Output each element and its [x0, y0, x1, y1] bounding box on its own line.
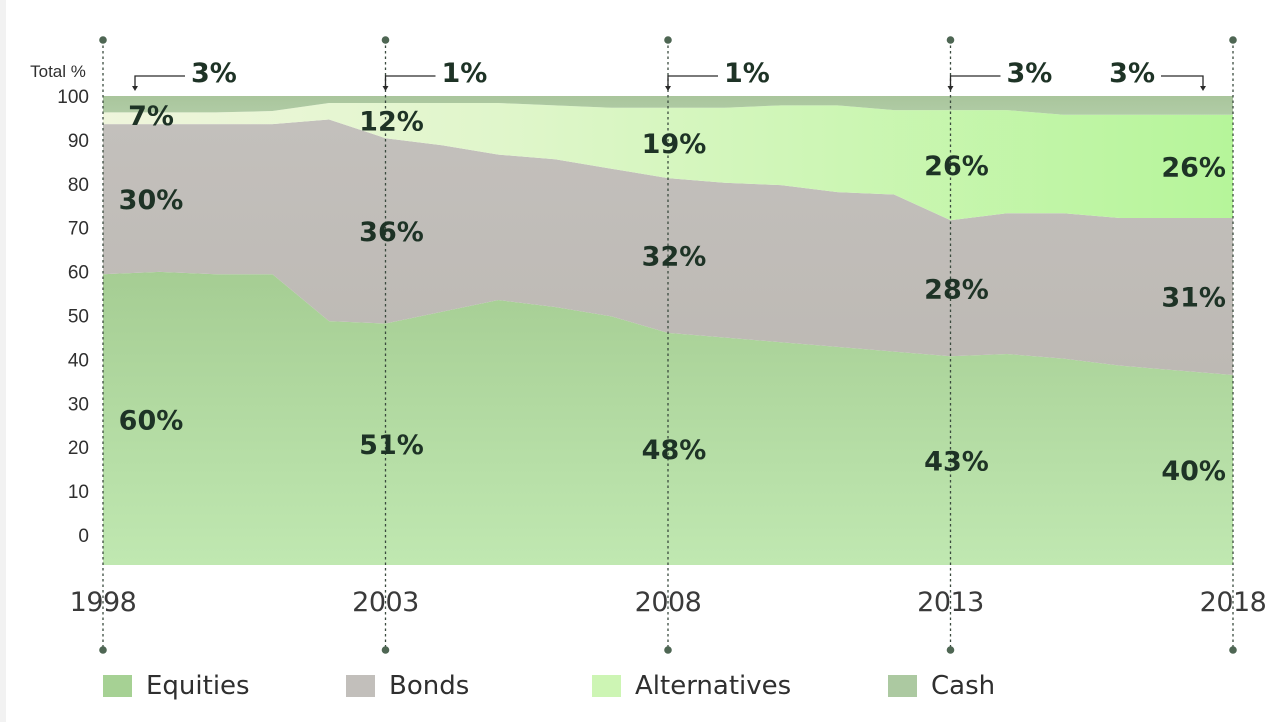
y-tick-90: 90: [68, 131, 89, 152]
label-equities-1998: 60%: [119, 406, 184, 437]
year-dot-top-1998: [99, 36, 107, 44]
legend-label-equities: Equities: [146, 671, 250, 701]
y-tick-10: 10: [68, 482, 89, 503]
year-marker-lines: [99, 36, 1237, 654]
year-dot-bottom-2018: [1229, 646, 1237, 654]
label-bonds-2013: 28%: [924, 274, 989, 305]
year-dot-bottom-2003: [381, 646, 390, 654]
y-tick-100: 100: [57, 87, 89, 108]
label-bonds-1998: 30%: [119, 185, 184, 216]
y-tick-60: 60: [68, 263, 89, 284]
cash-callout-line-2018: [1161, 75, 1204, 88]
segment-labels: 60% 30% 7% 51% 36% 12% 48% 32% 19% 43% 28% 26% 40% 31…: [119, 101, 1226, 487]
cash-callout-arrow-2003: [382, 86, 389, 91]
label-alternatives-2013: 26%: [924, 151, 989, 182]
y-axis-label: Total %: [30, 62, 86, 81]
legend-label-alternatives: Alternatives: [635, 671, 792, 701]
legend-item-alternatives: Alternatives: [592, 664, 791, 708]
label-bonds-2018: 31%: [1161, 283, 1226, 314]
year-dot-bottom-2013: [946, 646, 955, 654]
label-equities-2013: 43%: [924, 447, 989, 478]
legend-item-bonds: Bonds: [346, 664, 469, 708]
year-dot-top-2013: [946, 36, 955, 44]
label-equities-2008: 48%: [642, 435, 707, 466]
legend: Equities Bonds Alternatives Cash: [0, 664, 1280, 708]
year-dot-bottom-1998: [99, 646, 107, 654]
year-dot-top-2018: [1229, 36, 1237, 44]
cash-callout-line-2003: [384, 75, 436, 88]
cash-callouts: 3% 1% 1% 3% 3%: [132, 58, 1206, 91]
y-tick-40: 40: [68, 350, 89, 371]
legend-swatch-alternatives: [592, 675, 621, 697]
year-dot-top-2003: [381, 36, 390, 44]
left-edge-strip: [0, 0, 6, 722]
label-cash-2003: 1%: [442, 58, 488, 89]
legend-swatch-bonds: [346, 675, 375, 697]
year-dot-top-2008: [664, 36, 672, 44]
label-bonds-2003: 36%: [359, 217, 424, 248]
label-alternatives-2003: 12%: [359, 107, 424, 138]
chart-areas: [103, 96, 1233, 565]
y-tick-30: 30: [68, 394, 89, 415]
label-cash-2013: 3%: [1007, 58, 1053, 89]
year-dot-bottom-2008: [664, 646, 672, 654]
legend-label-bonds: Bonds: [389, 671, 470, 701]
y-tick-80: 80: [68, 175, 89, 196]
label-equities-2003: 51%: [359, 430, 424, 461]
label-cash-2018: 3%: [1109, 58, 1155, 89]
y-tick-0: 0: [78, 526, 89, 547]
y-tick-20: 20: [68, 438, 89, 459]
x-tick-2018: 2018: [1200, 587, 1267, 618]
legend-item-equities: Equities: [103, 664, 250, 708]
x-tick-2013: 2013: [917, 587, 984, 618]
label-alternatives-2008: 19%: [642, 129, 707, 160]
x-tick-2008: 2008: [635, 587, 702, 618]
cash-callout-arrow-2008: [665, 86, 671, 91]
x-tick-1998: 1998: [70, 587, 137, 618]
x-tick-2003: 2003: [352, 587, 419, 618]
y-tick-50: 50: [68, 307, 89, 328]
label-cash-2008: 1%: [724, 58, 770, 89]
label-bonds-2008: 32%: [642, 242, 707, 273]
cash-callout-line-2008: [667, 75, 718, 88]
label-alternatives-1998: 7%: [128, 101, 174, 132]
label-alternatives-2018: 26%: [1161, 152, 1226, 183]
x-axis: 1998 2003 2008 2013 2018: [70, 587, 1267, 618]
legend-swatch-equities: [103, 675, 132, 697]
label-cash-1998: 3%: [191, 58, 237, 89]
y-tick-70: 70: [68, 219, 89, 240]
legend-item-cash: Cash: [888, 664, 995, 708]
label-equities-2018: 40%: [1161, 456, 1226, 487]
cash-callout-line-2013: [949, 75, 1001, 88]
cash-callout-arrow-1998: [132, 86, 138, 91]
cash-callout-arrow-2018: [1200, 86, 1206, 91]
legend-label-cash: Cash: [931, 671, 996, 701]
legend-swatch-cash: [888, 675, 917, 697]
cash-callout-line-1998: [134, 75, 185, 88]
cash-callout-arrow-2013: [947, 86, 954, 91]
